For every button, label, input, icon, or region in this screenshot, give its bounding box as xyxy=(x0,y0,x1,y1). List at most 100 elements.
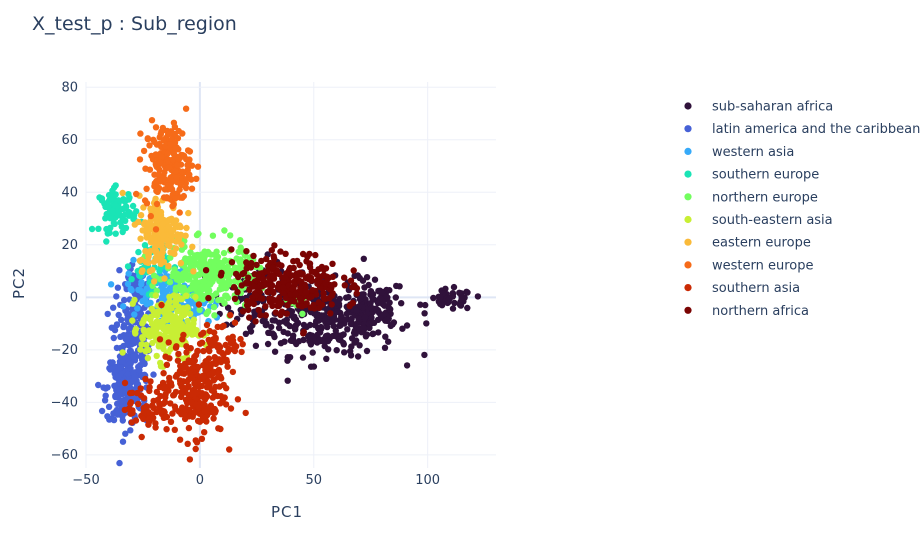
data-point xyxy=(205,272,212,279)
legend-item[interactable]: southern asia xyxy=(684,281,800,296)
data-point xyxy=(307,341,315,348)
data-point xyxy=(322,332,330,340)
data-point xyxy=(398,300,405,307)
data-point xyxy=(121,406,128,414)
data-point xyxy=(270,253,277,260)
data-point xyxy=(211,334,219,342)
data-point xyxy=(202,367,209,374)
data-point xyxy=(174,161,181,169)
data-point xyxy=(223,292,230,299)
data-point xyxy=(340,339,347,347)
data-point xyxy=(180,192,187,200)
data-point xyxy=(104,230,112,237)
data-point xyxy=(214,323,221,331)
legend-item[interactable]: south-eastern asia xyxy=(684,213,833,228)
legend-item[interactable]: eastern europe xyxy=(684,236,811,251)
data-point xyxy=(178,296,185,303)
data-point xyxy=(269,273,277,281)
data-point xyxy=(119,216,127,223)
data-point xyxy=(286,264,294,272)
data-point xyxy=(166,374,173,382)
data-point xyxy=(384,317,391,325)
data-point xyxy=(341,282,348,289)
legend-label: western asia xyxy=(712,145,794,160)
data-point xyxy=(104,204,112,211)
data-point xyxy=(129,389,136,396)
data-point xyxy=(242,330,250,337)
data-point xyxy=(129,202,137,210)
legend-item[interactable]: northern africa xyxy=(684,304,809,319)
legend-label: eastern europe xyxy=(712,236,811,251)
data-point xyxy=(207,258,214,265)
data-point xyxy=(421,310,428,317)
data-point xyxy=(224,272,232,279)
data-point xyxy=(324,337,332,345)
data-point xyxy=(201,429,208,436)
data-point xyxy=(121,204,129,212)
legend-item[interactable]: southern europe xyxy=(684,168,819,183)
data-point xyxy=(211,251,218,258)
data-point xyxy=(131,296,138,304)
data-point xyxy=(245,274,252,281)
data-point xyxy=(231,295,239,302)
data-point xyxy=(116,459,123,467)
data-point xyxy=(156,159,164,166)
data-point xyxy=(185,157,193,164)
data-point xyxy=(199,296,207,303)
legend-item[interactable]: latin america and the caribbean xyxy=(684,122,920,137)
data-point xyxy=(170,201,177,208)
data-point xyxy=(117,333,124,340)
legend-label: northern africa xyxy=(712,304,809,319)
data-point xyxy=(217,400,224,407)
data-point xyxy=(136,156,144,163)
data-point xyxy=(113,293,120,300)
data-point xyxy=(164,323,171,331)
data-point xyxy=(184,304,191,311)
data-point xyxy=(456,289,463,296)
data-point xyxy=(161,308,168,315)
data-point xyxy=(342,316,349,324)
data-point xyxy=(284,302,291,309)
data-point xyxy=(111,201,119,209)
legend-item[interactable]: western europe xyxy=(684,258,814,273)
data-point xyxy=(246,314,253,321)
data-point xyxy=(220,381,227,389)
legend-marker xyxy=(684,215,692,224)
legend-item[interactable]: northern europe xyxy=(684,190,818,205)
data-point xyxy=(193,175,200,182)
data-point xyxy=(281,338,288,345)
data-point xyxy=(283,310,290,317)
data-point xyxy=(149,320,156,328)
data-point xyxy=(107,281,115,288)
data-point xyxy=(145,252,152,260)
data-point xyxy=(149,266,156,274)
data-point xyxy=(187,310,194,318)
data-point xyxy=(167,141,174,148)
data-point xyxy=(268,323,275,331)
data-point xyxy=(368,305,375,312)
data-point xyxy=(177,259,185,267)
data-point xyxy=(157,260,164,267)
data-point xyxy=(166,242,173,250)
legend-item[interactable]: western asia xyxy=(684,145,794,160)
data-point xyxy=(245,301,252,308)
data-point xyxy=(177,272,184,279)
data-point xyxy=(115,311,122,319)
legend-item[interactable]: sub-saharan africa xyxy=(684,100,833,115)
data-point xyxy=(239,341,246,348)
data-point xyxy=(361,284,368,291)
data-point xyxy=(381,344,389,351)
data-point xyxy=(224,279,231,286)
data-point xyxy=(224,363,231,370)
data-point xyxy=(205,345,212,352)
data-point xyxy=(200,401,208,408)
data-point xyxy=(144,135,151,142)
data-point xyxy=(194,163,202,170)
data-point xyxy=(334,299,341,306)
data-point xyxy=(230,284,238,291)
data-point xyxy=(161,186,169,193)
data-point xyxy=(110,304,117,311)
data-point xyxy=(369,295,376,302)
data-point xyxy=(135,248,142,256)
data-point xyxy=(140,147,148,155)
